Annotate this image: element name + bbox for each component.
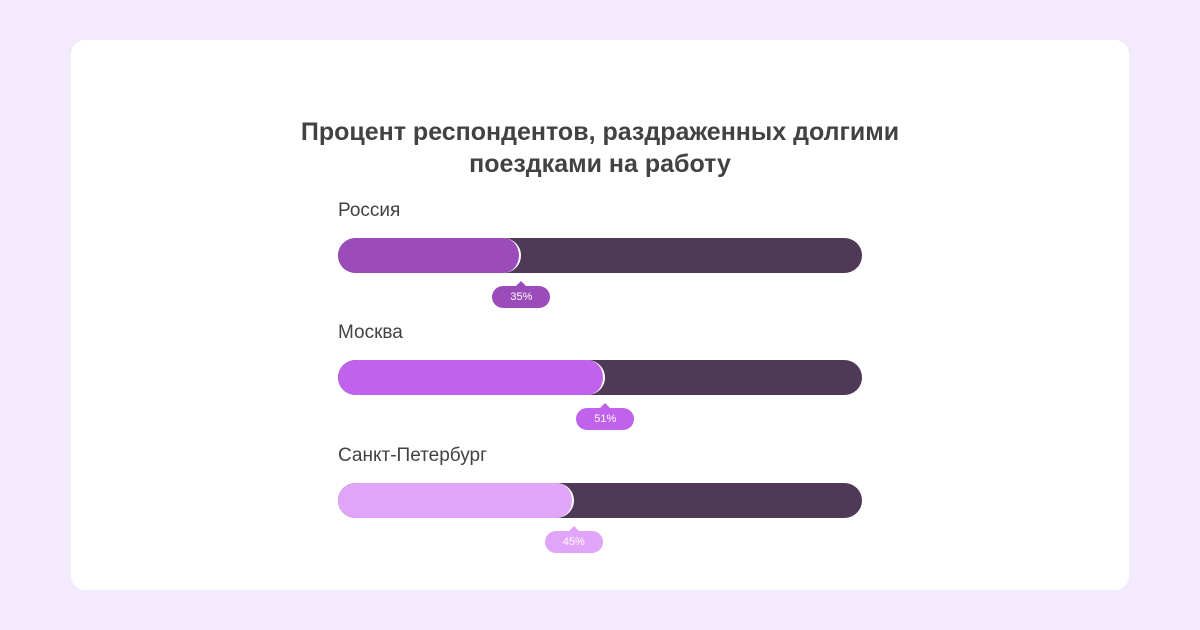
bar-fill-moscow [338, 360, 606, 395]
value-badge-moscow: 51% [576, 403, 635, 430]
bar-track-russia [338, 238, 862, 273]
value-badge-russia: 35% [492, 281, 551, 308]
bar-label-saint-petersburg: Санкт-Петербург [338, 445, 488, 466]
bar-fill-russia [338, 238, 522, 273]
chart-title-line-2: поездками на работу [469, 150, 731, 178]
value-badge-saint-petersburg: 45% [544, 526, 603, 553]
bar-label-russia: Россия [338, 200, 401, 221]
chart-title-line-1: Процент респондентов, раздраженных долги… [300, 118, 900, 146]
chart-card: Процент респондентов, раздраженных долги… [71, 40, 1129, 590]
bar-track-saint-petersburg [338, 483, 862, 518]
bar-track-moscow [338, 360, 862, 395]
bar-fill-saint-petersburg [338, 483, 574, 518]
bar-label-moscow: Москва [338, 322, 403, 343]
chart-title: Процент респондентов, раздраженных долги… [71, 116, 1129, 180]
